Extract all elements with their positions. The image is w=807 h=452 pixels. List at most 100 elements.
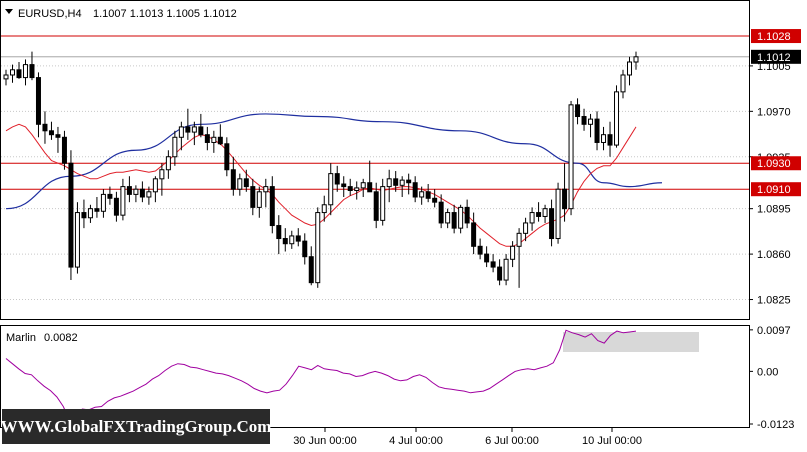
candle — [614, 85, 620, 148]
candle — [308, 246, 314, 286]
candle — [165, 150, 171, 179]
watermark-box — [2, 409, 270, 444]
candle-body — [620, 74, 626, 93]
candle-body — [9, 69, 15, 76]
candle-body — [165, 156, 171, 171]
candle-body — [29, 64, 35, 79]
level-label-box — [751, 156, 801, 171]
candle-body — [107, 193, 113, 199]
candle-body — [438, 201, 444, 224]
candle-body — [152, 178, 158, 193]
candle — [81, 199, 87, 229]
candle — [269, 176, 275, 234]
candle — [549, 199, 555, 247]
price-tick-label: 1.0825 — [757, 295, 791, 307]
candle-body — [633, 56, 639, 63]
candle — [627, 56, 633, 86]
candle-body — [536, 212, 542, 217]
candle — [607, 121, 613, 157]
candle — [555, 182, 561, 244]
candle-body — [302, 240, 308, 258]
candle-body — [204, 134, 210, 143]
chart-menu-triangle-icon[interactable] — [5, 9, 13, 14]
indicator-tick-label: 0.0097 — [757, 325, 791, 337]
candle — [575, 98, 581, 125]
candle-body — [282, 238, 288, 245]
candle — [399, 176, 405, 197]
candle — [425, 184, 431, 203]
candle — [48, 121, 54, 140]
candle-body — [87, 208, 93, 219]
candle-body — [315, 212, 321, 284]
time-tick-label: 30 Jun 00:00 — [293, 435, 357, 447]
watermark-text: WWW.GlobalFXTradingGroup.Com — [1, 417, 272, 436]
candle-body — [367, 182, 373, 193]
candle — [185, 108, 191, 140]
candle — [159, 163, 165, 196]
candle-body — [48, 130, 54, 136]
candle-body — [328, 173, 334, 206]
level-label: 1.1028 — [757, 31, 791, 43]
ma-fast-line — [5, 123, 637, 247]
candle-body — [61, 136, 67, 164]
candle-body — [614, 91, 620, 146]
candle-body — [211, 136, 217, 143]
candle-body — [497, 266, 503, 281]
candle — [29, 51, 35, 81]
watermark: WWW.GlobalFXTradingGroup.Com — [1, 409, 272, 444]
marlin-line — [5, 329, 637, 422]
candle-body — [334, 173, 340, 185]
candle-body — [198, 126, 204, 136]
candle — [568, 100, 574, 216]
candle — [126, 176, 132, 203]
candle-body — [399, 179, 405, 186]
candle-body — [139, 188, 145, 198]
candle-body — [178, 126, 184, 138]
candle — [295, 228, 301, 247]
candle — [204, 126, 210, 151]
candle-body — [3, 74, 9, 80]
level-label-box — [751, 182, 801, 197]
candle — [484, 246, 490, 268]
candle-body — [35, 77, 41, 125]
indicator-tick-label: 0.00 — [757, 366, 778, 378]
candle-body — [237, 178, 243, 190]
candle-body — [22, 64, 28, 79]
candle-body — [172, 136, 178, 158]
candle — [133, 185, 139, 203]
candle — [393, 171, 399, 192]
candle-body — [380, 186, 386, 221]
candle-body — [308, 256, 314, 284]
candle — [380, 178, 386, 226]
time-tick-label: 10 Jul 00:00 — [582, 435, 642, 447]
candle-body — [347, 186, 353, 192]
candle-body — [607, 134, 613, 146]
time-tick-label: 6 Jul 00:00 — [485, 435, 539, 447]
candle-body — [94, 208, 100, 212]
candle-body — [581, 116, 587, 125]
candle — [224, 137, 230, 177]
candle-body — [568, 104, 574, 210]
candle — [172, 130, 178, 166]
candle — [74, 202, 80, 274]
candle — [367, 160, 373, 193]
candle-body — [510, 245, 516, 260]
candle — [276, 215, 282, 255]
candle-body — [406, 179, 412, 184]
price-tick-label: 1.0895 — [757, 204, 791, 216]
ma-slow-line — [5, 113, 662, 210]
price-pane — [0, 0, 750, 320]
candle-body — [542, 208, 548, 217]
candle-body — [276, 225, 282, 240]
candle-body — [289, 235, 295, 245]
candle — [438, 194, 444, 229]
candle — [113, 191, 119, 222]
candle — [497, 259, 503, 286]
candle — [16, 62, 22, 79]
candle — [419, 186, 425, 205]
candle-body — [412, 182, 418, 198]
indicator-name: Marlin — [6, 332, 36, 344]
candle-body — [432, 197, 438, 203]
